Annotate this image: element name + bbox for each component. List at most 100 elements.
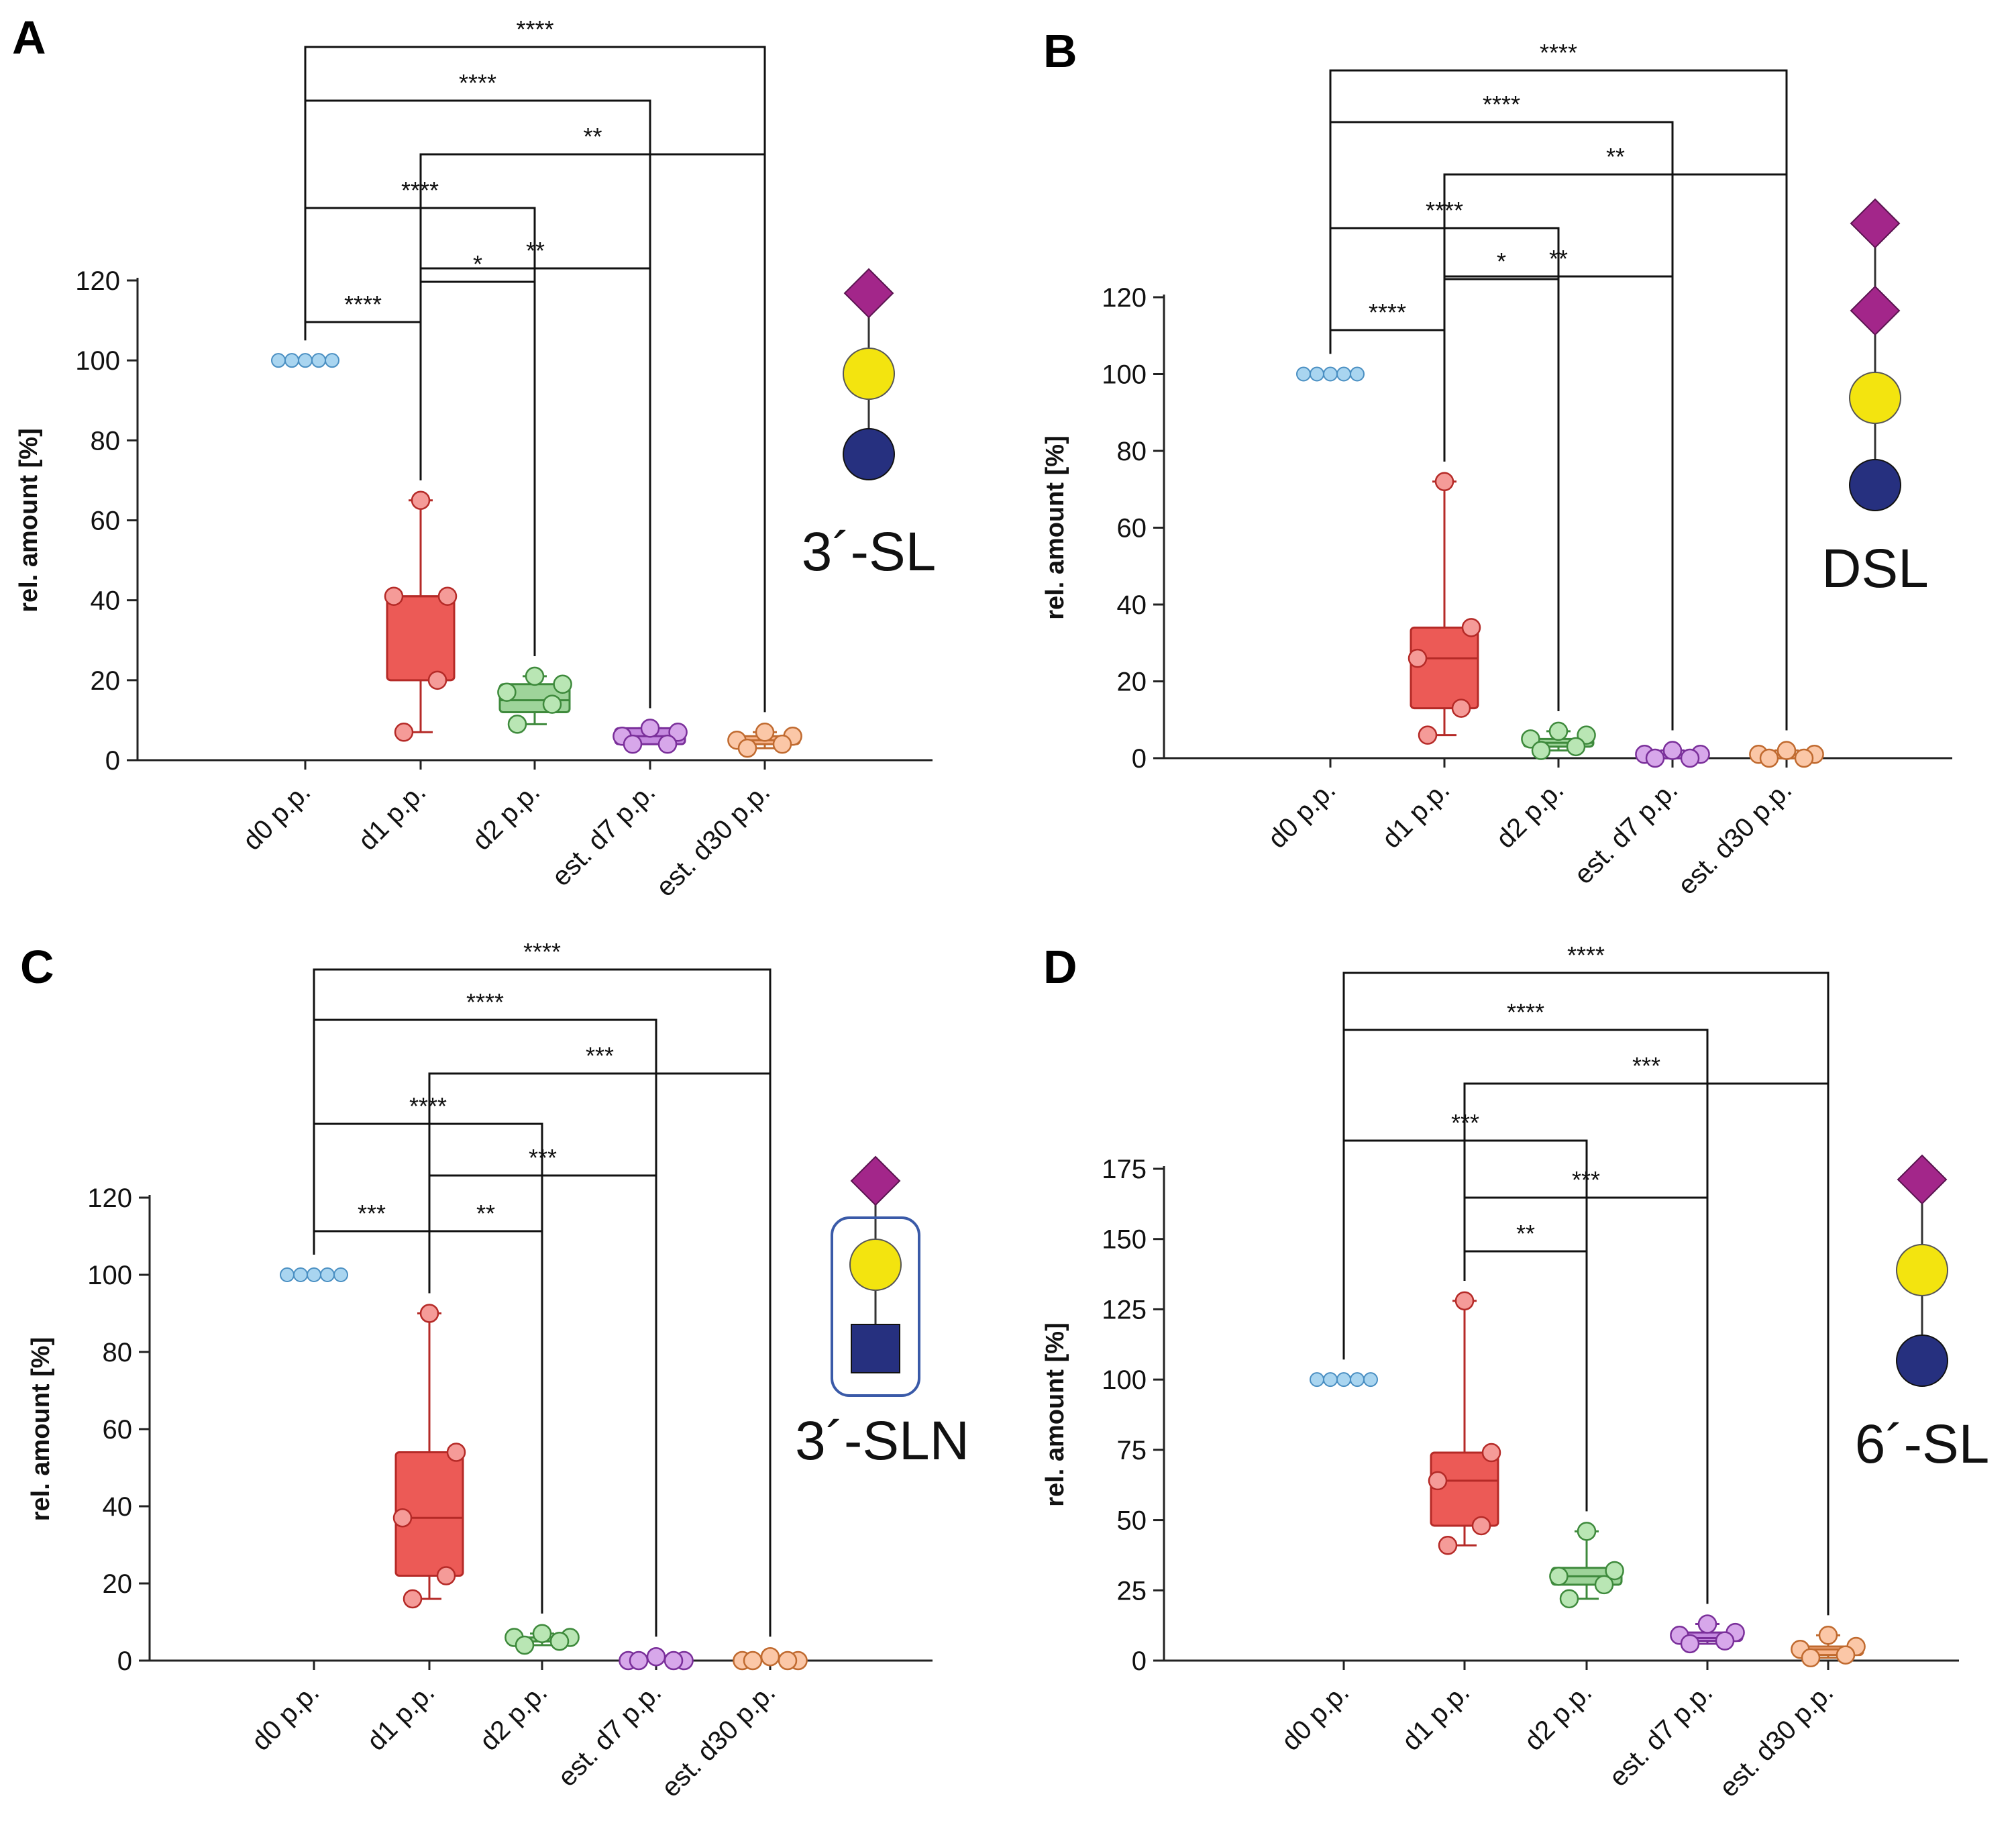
data-point <box>394 723 414 742</box>
data-point <box>1680 748 1700 768</box>
data-point <box>284 353 299 368</box>
data-point <box>778 1651 798 1671</box>
data-point <box>760 1647 780 1667</box>
significance-label: ** <box>476 1200 495 1227</box>
data-point <box>392 1508 413 1528</box>
data-point <box>333 1267 348 1282</box>
data-point <box>1697 1614 1717 1634</box>
y-tick-label: 20 <box>91 666 121 696</box>
x-tick-label: d1 p.p. <box>1377 775 1456 854</box>
data-point <box>280 1267 295 1282</box>
significance-label: **** <box>516 15 553 43</box>
y-tick-label: 0 <box>105 746 120 776</box>
glucose-icon <box>843 428 895 480</box>
y-axis-title: rel. amount [%] <box>15 428 43 612</box>
data-point <box>553 674 572 694</box>
x-tick-label: d0 p.p. <box>1276 1677 1355 1757</box>
y-tick-label: 0 <box>1132 744 1147 774</box>
data-point <box>1801 1648 1821 1668</box>
data-point <box>1336 1372 1351 1388</box>
data-point <box>427 670 447 690</box>
significance-label: *** <box>358 1200 386 1227</box>
data-point <box>384 586 404 606</box>
data-point <box>1759 748 1779 768</box>
x-tick-label: est. d7 p.p. <box>1603 1677 1718 1792</box>
data-point <box>320 1267 335 1282</box>
significance-label: **** <box>344 291 382 318</box>
x-tick-label: d2 p.p. <box>474 1677 553 1757</box>
data-point <box>525 666 545 686</box>
x-tick-label: d1 p.p. <box>1397 1677 1476 1757</box>
sialic-acid-icon <box>850 1155 901 1206</box>
data-point <box>1776 741 1797 760</box>
data-point <box>1323 1372 1338 1388</box>
x-tick-label: d0 p.p. <box>237 777 317 856</box>
data-point <box>1451 698 1471 718</box>
significance-label: **** <box>1567 941 1605 969</box>
data-point <box>1350 366 1365 382</box>
data-point <box>507 715 527 734</box>
data-point <box>1662 741 1683 760</box>
y-tick-label: 20 <box>1117 668 1147 697</box>
y-tick-label: 125 <box>1102 1295 1147 1324</box>
galactose-icon <box>849 1239 902 1291</box>
y-tick-label: 150 <box>1102 1225 1147 1255</box>
x-tick-label: d2 p.p. <box>1491 775 1570 854</box>
significance-label: **** <box>466 988 504 1016</box>
glycan-highlight-box <box>831 1216 920 1397</box>
glucose-icon <box>1896 1335 1948 1387</box>
y-tick-label: 60 <box>1117 514 1147 543</box>
x-tick-label: est. d30 p.p. <box>1714 1677 1840 1803</box>
data-point <box>298 353 313 368</box>
data-point <box>325 353 339 368</box>
y-tick-label: 60 <box>91 507 121 536</box>
data-point <box>1548 721 1569 741</box>
y-tick-label: 40 <box>1117 590 1147 620</box>
data-point <box>271 353 286 368</box>
data-point <box>311 353 326 368</box>
significance-bracket <box>1329 121 1674 731</box>
data-point <box>657 734 678 754</box>
significance-bracket <box>313 968 772 1637</box>
panel-b: B 0 20 40 60 80 100 120 rel. amount [%] d0 p.p. d1… <box>1041 25 1952 900</box>
significance-label: *** <box>1632 1052 1660 1080</box>
panel-label: B <box>1043 25 1077 77</box>
data-point <box>403 1589 423 1609</box>
panel-c: C 0 20 40 60 80 100 120 rel. amount [%] d0 p.p. d1… <box>20 938 969 1803</box>
significance-bracket <box>1329 69 1788 731</box>
x-tick-label: d2 p.p. <box>467 777 546 856</box>
y-tick-label: 120 <box>1102 283 1147 313</box>
significance-bracket <box>1463 1082 1829 1616</box>
molecule-name: 3´-SL <box>802 521 937 582</box>
panel-a: A 0 20 40 60 80 100 120 rel. amount [%] d0 p.p. d1… <box>12 11 936 902</box>
data-point <box>549 1632 570 1651</box>
data-point <box>542 694 562 714</box>
data-point <box>664 1651 684 1671</box>
data-point <box>1350 1372 1365 1388</box>
significance-label: **** <box>1507 998 1544 1026</box>
data-point <box>1310 366 1324 382</box>
data-point <box>1836 1645 1856 1665</box>
data-point <box>1438 1536 1458 1555</box>
molecule-name: 3´-SLN <box>795 1410 969 1471</box>
sialic-acid-icon <box>1850 285 1901 336</box>
y-tick-label: 0 <box>117 1647 132 1676</box>
x-tick-label: d1 p.p. <box>362 1677 441 1757</box>
data-point <box>1680 1634 1700 1654</box>
data-point <box>1605 1561 1624 1581</box>
x-tick-label: est. d30 p.p. <box>651 777 776 902</box>
y-tick-label: 80 <box>103 1338 133 1367</box>
data-point <box>737 738 757 758</box>
data-point <box>419 1304 439 1323</box>
data-point <box>623 734 643 754</box>
significance-bracket <box>313 1018 657 1637</box>
data-point <box>1794 748 1814 768</box>
galactose-icon <box>1849 372 1901 424</box>
molecule-name: 6´-SL <box>1855 1414 1990 1475</box>
x-tick-label: est. d7 p.p. <box>546 777 661 892</box>
data-point <box>1471 1516 1491 1536</box>
data-point <box>668 723 688 742</box>
significance-bracket <box>1342 972 1829 1616</box>
y-tick-label: 100 <box>87 1261 132 1290</box>
